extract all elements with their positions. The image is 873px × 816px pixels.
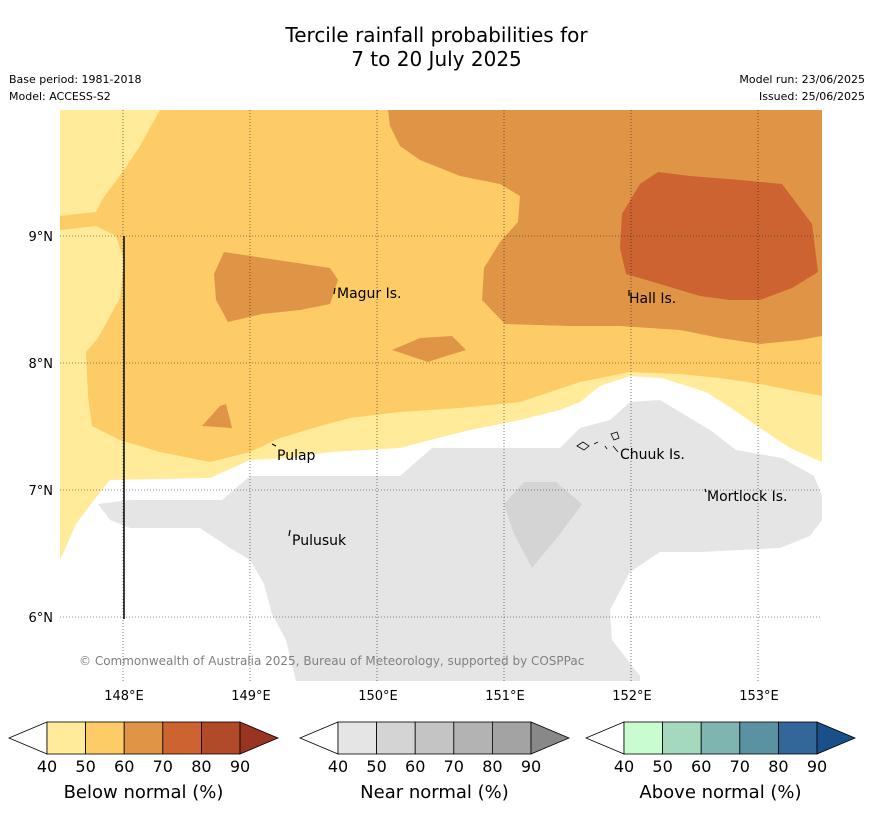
near-colorbar-tick-label: 90 bbox=[521, 757, 541, 776]
model-run: Model run: 23/06/2025 bbox=[739, 73, 865, 86]
near-colorbar-title: Near normal (%) bbox=[360, 782, 509, 803]
below-colorbar-segment bbox=[162, 721, 202, 755]
near-colorbar-tick-label: 70 bbox=[444, 757, 464, 776]
below-80-region bbox=[620, 172, 818, 300]
below-colorbar-segment bbox=[46, 721, 86, 755]
below-70-blob-center bbox=[392, 336, 466, 362]
mortlock-island-marker bbox=[704, 488, 707, 493]
map-area: Magur Is. Hall Is. Pulap Chuuk Is. Mortl… bbox=[60, 110, 822, 681]
above-colorbar-lower-extension bbox=[584, 721, 625, 755]
below-colorbar-tick-label: 90 bbox=[230, 757, 250, 776]
pulusuk-island-marker bbox=[288, 529, 291, 537]
near-colorbar-tick-label: 40 bbox=[328, 757, 348, 776]
lon-axis: 148°E 149°E 150°E 151°E 152°E 153°E bbox=[104, 689, 779, 704]
place-label-mortlock: Mortlock Is. bbox=[707, 489, 787, 505]
near-colorbar-upper-extension bbox=[530, 721, 571, 755]
above-colorbar-tick-label: 90 bbox=[807, 757, 827, 776]
near-colorbar-tick-label: 80 bbox=[482, 757, 502, 776]
lat-tick-8n: 8°N bbox=[29, 357, 54, 372]
above-colorbar-upper-extension bbox=[816, 721, 857, 755]
chuuk-island-markers bbox=[576, 431, 620, 453]
magur-island-marker bbox=[333, 287, 336, 295]
below-colorbar-tick-label: 70 bbox=[153, 757, 173, 776]
lon-tick-151e: 151°E bbox=[485, 689, 525, 704]
above-colorbar-segment bbox=[778, 721, 818, 755]
below-colorbar-tick-label: 50 bbox=[75, 757, 95, 776]
lat-tick-6n: 6°N bbox=[29, 611, 54, 626]
lat-tick-9n: 9°N bbox=[29, 230, 54, 245]
map-title-line-1: Tercile rainfall probabilities for bbox=[285, 23, 588, 47]
near-colorbar-segment bbox=[491, 721, 532, 755]
near-50-region bbox=[98, 400, 822, 681]
lat-axis: 9°N 8°N 7°N 6°N bbox=[29, 230, 54, 626]
lon-tick-150e: 150°E bbox=[358, 689, 398, 704]
copyright-notice: © Commonwealth of Australia 2025, Bureau… bbox=[79, 654, 584, 668]
colorbar-near-normal: 40 50 60 70 80 90 Near normal (%) bbox=[298, 721, 571, 803]
above-colorbar-segment bbox=[700, 721, 741, 755]
near-60-region bbox=[504, 482, 582, 568]
below-colorbar-tick-label: 80 bbox=[191, 757, 211, 776]
lon-tick-148e: 148°E bbox=[104, 689, 144, 704]
meta-right: Model run: 23/06/2025 Issued: 25/06/2025 bbox=[739, 71, 865, 105]
above-colorbar-segment bbox=[662, 721, 702, 755]
map-gridlines bbox=[60, 110, 822, 681]
above-colorbar-segment bbox=[739, 721, 779, 755]
near-colorbar-segment bbox=[376, 721, 416, 755]
island-markers bbox=[271, 287, 707, 537]
lon-tick-152e: 152°E bbox=[612, 689, 652, 704]
below-colorbar-tick-label: 60 bbox=[114, 757, 134, 776]
below-colorbar-upper-extension bbox=[239, 721, 280, 755]
below-colorbar-segment bbox=[85, 721, 125, 755]
below-70-blob-west bbox=[214, 252, 338, 322]
near-colorbar-segment bbox=[453, 721, 493, 755]
near-colorbar-tick-label: 60 bbox=[405, 757, 425, 776]
map-title-line-2: 7 to 20 July 2025 bbox=[351, 47, 522, 71]
pulap-island-marker bbox=[271, 443, 277, 447]
above-colorbar-tick-label: 80 bbox=[768, 757, 788, 776]
place-label-hall: Hall Is. bbox=[629, 291, 676, 307]
above-colorbar-tick-label: 70 bbox=[730, 757, 750, 776]
below-colorbar-title: Below normal (%) bbox=[64, 782, 224, 803]
issued-date: Issued: 25/06/2025 bbox=[758, 90, 865, 103]
model-name: Model: ACCESS-S2 bbox=[9, 90, 111, 103]
below-70-blob-small bbox=[202, 404, 232, 428]
place-label-pulusuk: Pulusuk bbox=[292, 533, 347, 549]
lon-tick-153e: 153°E bbox=[739, 689, 779, 704]
base-period: Base period: 1981-2018 bbox=[9, 73, 142, 86]
near-colorbar-tick-label: 50 bbox=[366, 757, 386, 776]
below-colorbar-lower-extension bbox=[7, 721, 48, 755]
above-colorbar-tick-label: 60 bbox=[691, 757, 711, 776]
below-colorbar-tick-label: 40 bbox=[37, 757, 57, 776]
near-colorbar-segment bbox=[414, 721, 455, 755]
below-colorbar-segment bbox=[200, 721, 241, 755]
place-label-magur: Magur Is. bbox=[337, 286, 402, 302]
lat-tick-7n: 7°N bbox=[29, 484, 54, 499]
colorbar-above-normal: 40 50 60 70 80 90 Above normal (%) bbox=[584, 721, 857, 803]
near-colorbar-segment bbox=[337, 721, 377, 755]
above-colorbar-title: Above normal (%) bbox=[639, 782, 801, 803]
colorbar-below-normal: 40 50 60 70 80 90 Below normal (%) bbox=[7, 721, 280, 803]
above-colorbar-segment bbox=[623, 721, 663, 755]
lon-tick-149e: 149°E bbox=[231, 689, 271, 704]
place-label-chuuk: Chuuk Is. bbox=[620, 447, 685, 463]
above-colorbar-tick-label: 50 bbox=[652, 757, 672, 776]
below-colorbar-segment bbox=[123, 721, 164, 755]
near-colorbar-lower-extension bbox=[298, 721, 339, 755]
place-label-pulap: Pulap bbox=[277, 448, 316, 464]
meta-left: Base period: 1981-2018 Model: ACCESS-S2 bbox=[9, 71, 141, 105]
above-colorbar-tick-label: 40 bbox=[614, 757, 634, 776]
